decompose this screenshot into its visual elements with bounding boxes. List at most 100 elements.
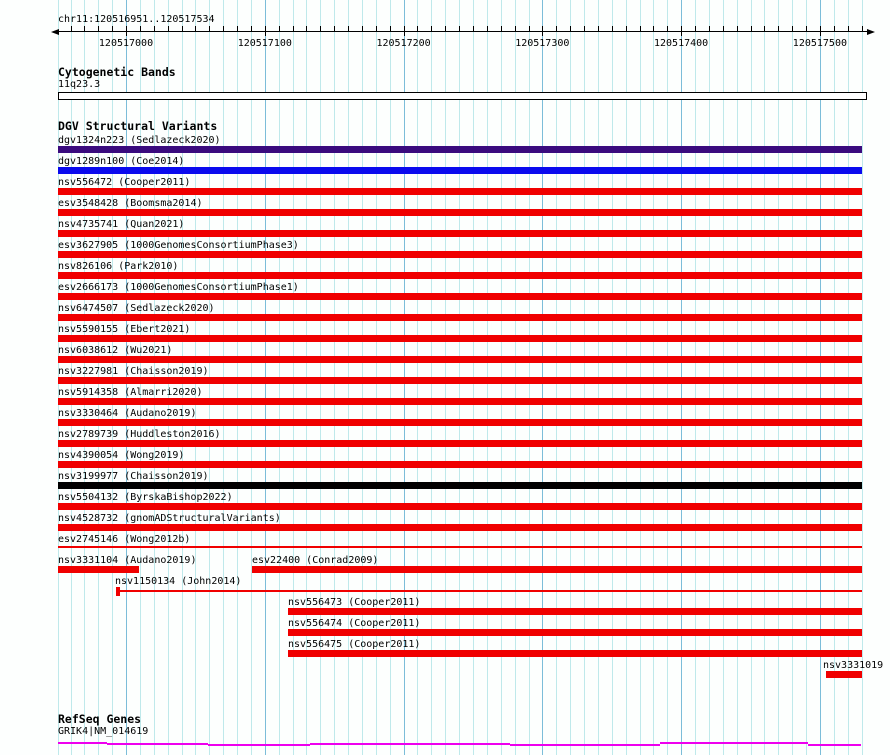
variant-bar[interactable] [58, 314, 862, 321]
ruler-tick [167, 26, 169, 31]
variant-label: nsv1150134 (John2014) [115, 576, 242, 587]
ruler-left-arrow-icon [51, 29, 59, 35]
ruler-tick [306, 26, 308, 31]
ruler-tick [708, 26, 710, 31]
variant-bar[interactable] [58, 440, 862, 447]
ruler-tick [98, 26, 100, 31]
ruler-tick-label: 120517000 [98, 38, 154, 49]
variant-label: esv22400 (Conrad2009) [252, 555, 379, 566]
variant-label: nsv5504132 (ByrskaBishop2022) [58, 492, 233, 503]
variant-label: nsv4735741 (Quan2021) [58, 219, 185, 230]
ruler-tick [153, 26, 155, 31]
variant-label: nsv5590155 (Ebert2021) [58, 324, 191, 335]
variant-bar[interactable] [288, 629, 862, 636]
gene-line-segment [808, 744, 861, 746]
ruler-tick [597, 26, 599, 31]
ruler-tick [334, 26, 336, 31]
gene-line-segment [208, 744, 310, 746]
dgv-header: DGV Structural Variants [58, 119, 218, 133]
variant-label: nsv556474 (Cooper2011) [288, 618, 421, 629]
ruler-tick [459, 26, 461, 31]
ruler-major-tick [403, 26, 405, 36]
variant-label: nsv556473 (Cooper2011) [288, 597, 421, 608]
cytoband-rect [58, 92, 867, 100]
ruler-tick [181, 26, 183, 31]
ruler-tick [514, 26, 516, 31]
gene-line-segment [510, 744, 660, 746]
ruler-tick [223, 26, 225, 31]
ruler-tick [195, 26, 197, 31]
gene-line-segment [310, 743, 510, 745]
ruler-tick [486, 26, 488, 31]
ruler-tick [653, 26, 655, 31]
ruler-major-tick [264, 26, 266, 36]
ruler-tick-label: 120517200 [376, 38, 431, 49]
variant-label: dgv1289n100 (Coe2014) [58, 156, 185, 167]
ruler-tick [764, 26, 766, 31]
ruler-major-tick [126, 26, 127, 36]
region-title: chr11:120516951..120517534 [58, 14, 215, 25]
variant-bar[interactable] [58, 398, 862, 405]
variant-bar[interactable] [58, 251, 862, 258]
ruler-tick-label: 120517500 [792, 38, 847, 49]
variant-bar[interactable] [58, 188, 862, 195]
ruler-tick [611, 26, 613, 31]
variant-marker[interactable] [116, 587, 120, 596]
variant-label: nsv4390054 (Wong2019) [58, 450, 185, 461]
variant-label: nsv3199977 (Chaisson2019) [58, 471, 209, 482]
variant-bar[interactable] [58, 419, 862, 426]
variant-label: dgv1324n223 (Sedlazeck2020) [58, 135, 221, 146]
variant-bar[interactable] [58, 356, 862, 363]
ruler-tick [736, 26, 738, 31]
ruler-tick [250, 26, 252, 31]
variant-bar[interactable] [58, 461, 862, 468]
variant-bar[interactable] [58, 167, 862, 174]
variant-bar[interactable] [288, 608, 862, 615]
variant-bar[interactable] [252, 566, 862, 573]
variant-bar[interactable] [58, 524, 862, 531]
gene-line-segment [58, 742, 107, 744]
variant-bar[interactable] [58, 482, 862, 489]
ruler-tick [84, 26, 86, 31]
variant-bar[interactable] [58, 146, 862, 153]
ruler-tick [667, 26, 669, 31]
ruler-tick [431, 26, 433, 31]
ruler-tick [348, 26, 350, 31]
variant-bar[interactable] [58, 272, 862, 279]
cytobands-header: Cytogenetic Bands [58, 65, 176, 79]
ruler-tick [389, 26, 391, 31]
variant-label: esv2666173 (1000GenomesConsortiumPhase1) [58, 282, 299, 293]
ruler-line [58, 31, 868, 32]
variant-bar[interactable] [826, 671, 862, 678]
ruler-tick [792, 26, 794, 31]
variant-label: nsv6474507 (Sedlazeck2020) [58, 303, 215, 314]
ruler-tick [500, 26, 502, 31]
ruler-major-tick [681, 26, 683, 36]
variant-bar[interactable] [288, 650, 862, 657]
variant-bar[interactable] [58, 335, 862, 342]
variant-label: esv3548428 (Boomsma2014) [58, 198, 203, 209]
variant-bar[interactable] [58, 377, 862, 384]
variant-label: esv3627905 (1000GenomesConsortiumPhase3) [58, 240, 299, 251]
variant-label: nsv2789739 (Huddleston2016) [58, 429, 221, 440]
ruler-tick [556, 26, 558, 31]
ruler-major-tick [819, 26, 821, 36]
ruler-tick [570, 26, 572, 31]
variant-label: nsv6038612 (Wu2021) [58, 345, 173, 356]
variant-bar[interactable] [58, 546, 862, 548]
ruler-tick [139, 26, 141, 31]
ruler-tick [292, 26, 294, 31]
ruler-tick [847, 26, 849, 31]
variant-bar[interactable] [58, 230, 862, 237]
refseq-gene-label: GRIK4|NM_014619 [58, 726, 149, 737]
variant-bar[interactable] [58, 293, 862, 300]
variant-line[interactable] [120, 590, 862, 592]
ruler-tick [722, 26, 724, 31]
variant-bar[interactable] [58, 566, 139, 573]
variant-label: nsv3331019 [823, 660, 884, 671]
variant-label: nsv556472 (Cooper2011) [58, 177, 191, 188]
ruler-tick [375, 26, 377, 31]
variant-bar[interactable] [58, 503, 862, 510]
refseq-header: RefSeq Genes [58, 712, 142, 726]
variant-bar[interactable] [58, 209, 862, 216]
